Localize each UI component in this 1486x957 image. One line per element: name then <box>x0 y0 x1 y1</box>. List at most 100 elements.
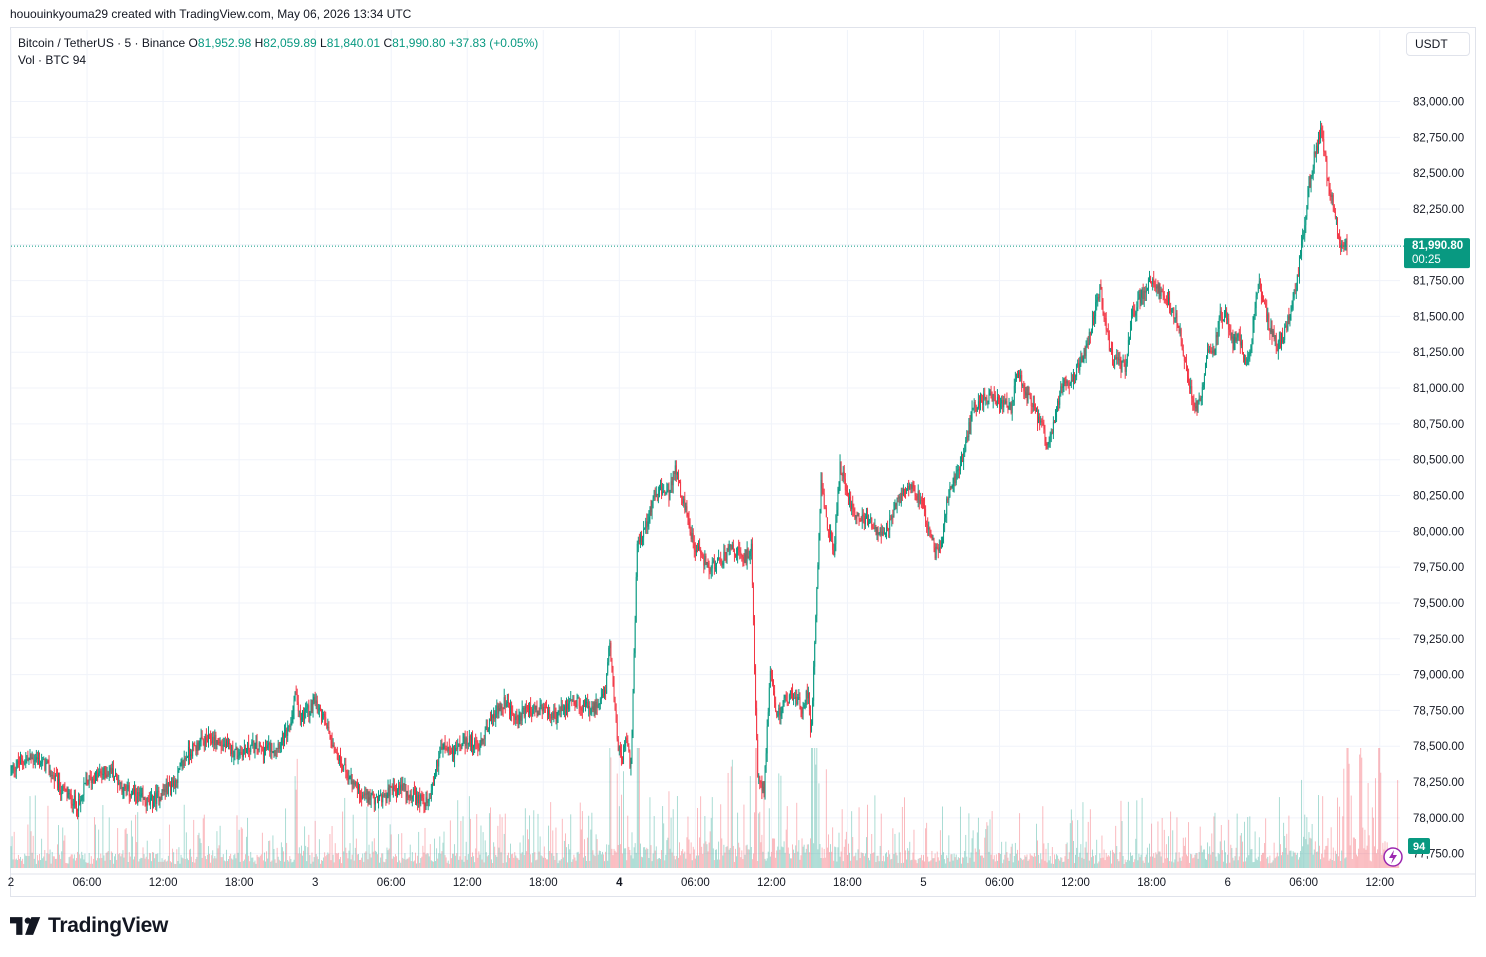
candle-body <box>409 794 411 798</box>
volume-bar <box>681 851 683 868</box>
candle-body <box>985 397 987 400</box>
volume-bar <box>970 852 972 868</box>
candle-body <box>1222 319 1224 321</box>
candle-body <box>276 748 278 750</box>
candle-body <box>1043 425 1045 430</box>
volume-bar <box>756 748 758 868</box>
candle-body <box>249 750 251 753</box>
volume-bar <box>886 852 887 868</box>
volume-bar <box>1143 862 1145 868</box>
candle-body <box>335 751 337 753</box>
volume-bar <box>352 814 354 868</box>
candle-body <box>1284 327 1286 340</box>
candle-body <box>402 783 404 791</box>
candle-body <box>330 738 332 741</box>
volume-bar <box>307 847 309 868</box>
candle-body <box>1188 376 1190 382</box>
volume-bar <box>1246 857 1248 868</box>
high-label: H <box>254 36 264 50</box>
volume-bar <box>1114 853 1116 868</box>
volume-bar <box>590 829 592 868</box>
volume-bar <box>605 851 607 868</box>
volume-bar <box>382 853 384 868</box>
volume-bar <box>1056 854 1058 868</box>
candle-body <box>754 619 755 667</box>
candle-body <box>1132 309 1134 316</box>
volume-bar <box>554 859 556 868</box>
candle-body <box>616 722 618 740</box>
volume-bar <box>936 851 938 868</box>
candle-body <box>1115 357 1117 360</box>
volume-bar <box>1248 855 1250 868</box>
candle-body <box>1022 384 1024 386</box>
volume-bar <box>1196 852 1198 868</box>
volume-bar <box>565 833 566 868</box>
candle-body <box>448 747 450 751</box>
candle-body <box>860 520 862 522</box>
candle-body <box>716 563 717 567</box>
volume-bar <box>1014 842 1016 868</box>
tradingview-logo[interactable]: TradingView <box>10 914 168 938</box>
volume-bar <box>902 862 904 868</box>
volume-bar <box>467 854 469 868</box>
volume-label[interactable]: Vol · BTC <box>18 53 70 67</box>
volume-bar <box>944 859 946 868</box>
volume-bar <box>633 847 635 868</box>
volume-bar <box>1158 851 1160 868</box>
candle-body <box>759 776 761 783</box>
volume-bar <box>1138 853 1140 868</box>
volume-bar <box>1252 862 1254 868</box>
candle-body <box>27 758 29 760</box>
symbol-title[interactable]: Bitcoin / TetherUS · 5 · Binance <box>18 36 186 50</box>
candle-body <box>826 517 828 530</box>
candle-body <box>1112 349 1113 365</box>
candle-body <box>915 495 917 497</box>
candle-body <box>219 742 221 743</box>
candle-body <box>79 799 81 805</box>
candle-body <box>209 734 210 736</box>
candle-body <box>567 703 569 710</box>
volume-bar <box>72 858 74 868</box>
candle-body <box>1207 349 1209 356</box>
volume-bar <box>977 817 979 868</box>
candle-body <box>388 787 390 797</box>
volume-bar <box>313 857 315 868</box>
volume-bar <box>254 860 256 868</box>
volume-bar <box>963 857 965 868</box>
currency-button[interactable]: USDT <box>1406 32 1470 56</box>
volume-bar <box>1153 853 1155 868</box>
candle-body <box>805 691 807 706</box>
volume-bar <box>728 849 730 868</box>
lightning-icon[interactable] <box>1383 847 1403 867</box>
candle-body <box>608 648 610 663</box>
candle-body <box>1034 410 1036 412</box>
volume-bar <box>95 824 96 868</box>
volume-bar <box>461 859 463 868</box>
volume-bar <box>540 855 542 868</box>
volume-bar <box>1378 748 1380 868</box>
volume-bar <box>614 850 616 868</box>
volume-bar <box>653 816 655 868</box>
volume-bar <box>947 857 949 868</box>
candle-body <box>845 490 847 492</box>
candle-body <box>1322 130 1324 140</box>
candle-body <box>473 745 475 748</box>
candle-body <box>491 715 492 721</box>
candle-body <box>1084 350 1086 356</box>
candle-body <box>1299 256 1300 277</box>
candle-body <box>1287 315 1289 330</box>
volume-bar <box>232 859 234 868</box>
candle-body <box>634 622 636 654</box>
candle-body <box>518 715 520 721</box>
volume-bar <box>345 847 347 868</box>
volume-bar <box>599 850 601 868</box>
volume-bar <box>1295 854 1297 868</box>
candle-body <box>918 491 920 504</box>
volume-bar <box>595 834 597 868</box>
volume-bar <box>271 860 273 868</box>
volume-bar <box>1142 860 1144 868</box>
volume-bar <box>363 861 365 868</box>
candle-body <box>210 734 212 742</box>
candle-body <box>1319 136 1320 140</box>
